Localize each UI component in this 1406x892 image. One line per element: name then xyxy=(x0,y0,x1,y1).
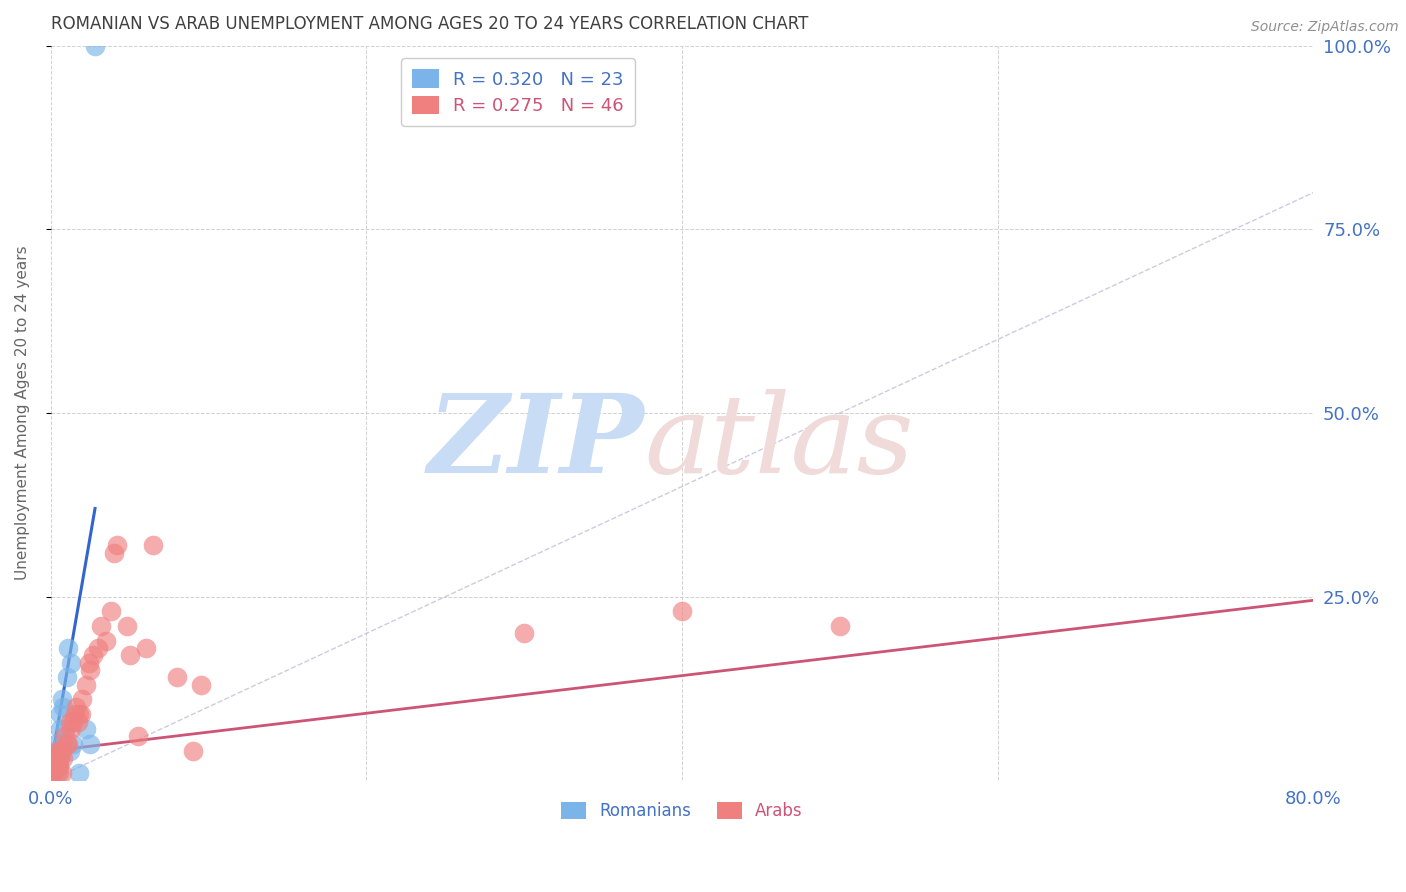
Point xyxy=(52,699,75,714)
Point xyxy=(82,648,104,663)
Point xyxy=(72,692,94,706)
Point xyxy=(62,714,84,729)
Point xyxy=(65,699,87,714)
Point xyxy=(52,751,75,765)
Y-axis label: Unemployment Among Ages 20 to 24 years: Unemployment Among Ages 20 to 24 years xyxy=(15,245,30,581)
Point xyxy=(42,766,65,780)
Point xyxy=(55,670,77,684)
Point xyxy=(42,766,65,780)
Point xyxy=(41,758,63,772)
Text: Source: ZipAtlas.com: Source: ZipAtlas.com xyxy=(1251,20,1399,34)
Point xyxy=(63,707,86,722)
Point xyxy=(84,38,107,53)
Point xyxy=(58,641,80,656)
Point xyxy=(45,751,67,765)
Point xyxy=(75,722,97,736)
Point xyxy=(48,758,70,772)
Text: ZIP: ZIP xyxy=(427,389,644,496)
Point xyxy=(62,737,84,751)
Point xyxy=(48,766,70,780)
Point xyxy=(181,744,204,758)
Point xyxy=(41,766,63,780)
Point xyxy=(67,766,90,780)
Point xyxy=(103,545,125,559)
Point xyxy=(48,751,70,765)
Point xyxy=(90,619,112,633)
Point xyxy=(77,656,100,670)
Point xyxy=(127,729,149,743)
Point xyxy=(87,641,110,656)
Point xyxy=(41,758,63,772)
Point xyxy=(45,751,67,765)
Point xyxy=(53,722,76,736)
Point xyxy=(51,692,73,706)
Point xyxy=(105,538,128,552)
Point xyxy=(115,619,138,633)
Point xyxy=(190,678,212,692)
Point xyxy=(55,737,77,751)
Point xyxy=(59,744,82,758)
Point xyxy=(118,648,141,663)
Point xyxy=(60,656,83,670)
Text: atlas: atlas xyxy=(644,389,914,496)
Point xyxy=(79,663,101,677)
Point xyxy=(166,670,188,684)
Point xyxy=(45,737,67,751)
Point xyxy=(49,707,72,722)
Point xyxy=(94,633,117,648)
Point xyxy=(75,678,97,692)
Point xyxy=(51,744,73,758)
Point xyxy=(49,751,72,765)
Point xyxy=(49,722,72,736)
Point xyxy=(58,737,80,751)
Point xyxy=(53,729,76,743)
Point xyxy=(79,737,101,751)
Point xyxy=(46,744,69,758)
Point xyxy=(49,744,72,758)
Point xyxy=(66,714,89,729)
Point xyxy=(45,758,67,772)
Point xyxy=(46,744,69,758)
Point xyxy=(828,619,851,633)
Point xyxy=(46,766,69,780)
Text: ROMANIAN VS ARAB UNEMPLOYMENT AMONG AGES 20 TO 24 YEARS CORRELATION CHART: ROMANIAN VS ARAB UNEMPLOYMENT AMONG AGES… xyxy=(51,15,808,33)
Point xyxy=(134,641,156,656)
Point xyxy=(51,737,73,751)
Point xyxy=(59,714,82,729)
Point xyxy=(48,758,70,772)
Legend: Romanians, Arabs: Romanians, Arabs xyxy=(555,796,810,827)
Point xyxy=(513,626,536,640)
Point xyxy=(69,707,91,722)
Point xyxy=(51,766,73,780)
Point xyxy=(60,722,83,736)
Point xyxy=(671,604,693,618)
Point xyxy=(142,538,165,552)
Point xyxy=(67,707,90,722)
Point xyxy=(100,604,122,618)
